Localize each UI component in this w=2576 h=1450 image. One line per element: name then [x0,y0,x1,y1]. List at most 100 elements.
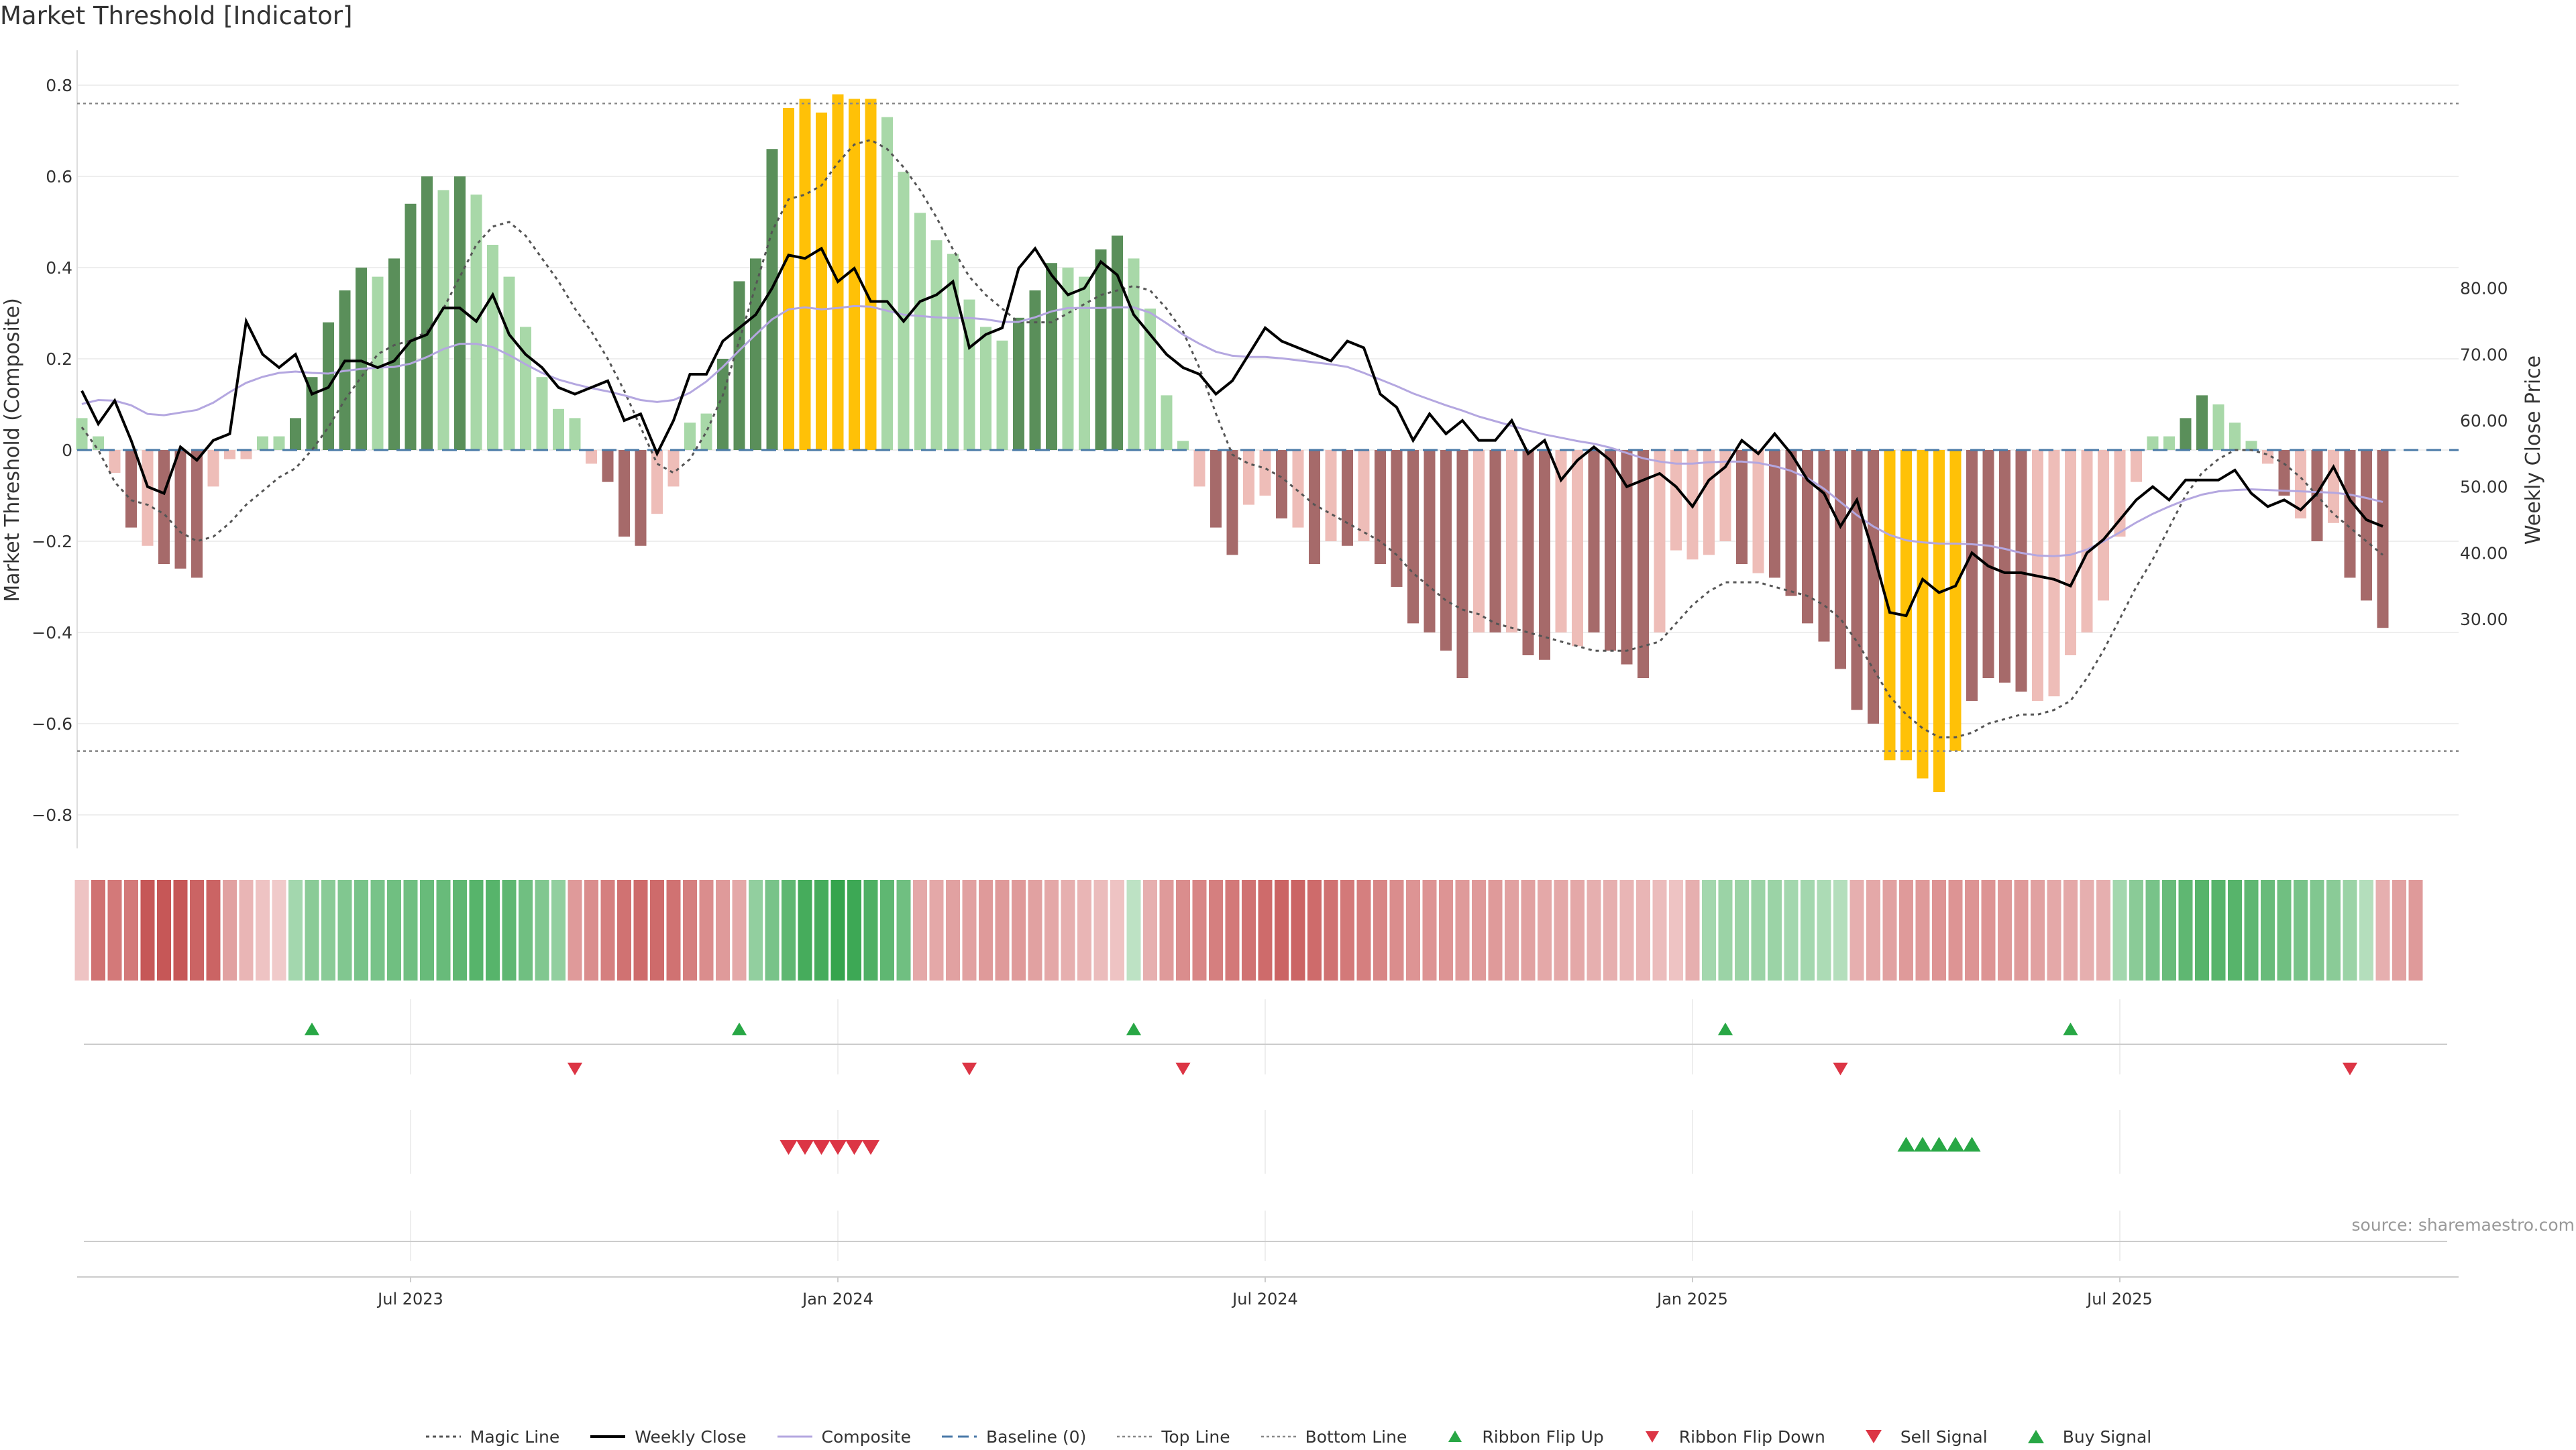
sell-signal-marker [780,1139,798,1156]
composite-bar [1112,235,1123,450]
composite-bar [1851,450,1863,710]
ribbon-cell [1735,880,1749,981]
x-tick-label: Jul 2024 [1231,1290,1298,1308]
ribbon-flip-down-marker [1833,1062,1848,1076]
y-right-tick-label: 30.00 [2460,610,2508,629]
ribbon-cell [1866,880,1880,981]
magic-line [80,138,2383,738]
ribbon-cell [1751,880,1766,981]
ribbon-cell [2261,880,2275,981]
composite-bar [1489,450,1501,632]
ribbon-cell [1817,880,1831,981]
x-tick-label: Jul 2023 [376,1290,443,1308]
ribbon-cell [946,880,960,981]
composite-bar [1703,450,1715,555]
y-tick-label: 0.6 [46,167,72,186]
composite-bar [1605,450,1616,651]
ribbon-cell [666,880,681,981]
ribbon-cell [1324,880,1338,981]
composite-bar [174,450,186,569]
composite-bar [651,450,663,514]
green-triangle-up-icon [2017,1429,2055,1445]
composite-bar [1769,450,1780,578]
composite-bar [356,268,367,450]
composite-bar [1095,249,1107,450]
ribbon-cell [1192,880,1207,981]
ribbon-cell [2145,880,2160,981]
ribbon-cell [436,880,451,981]
x-tick-label: Jan 2025 [1656,1290,1728,1308]
composite-bar [421,176,433,450]
y-right-tick-label: 40.00 [2460,543,2508,563]
ribbon-cell [1389,880,1404,981]
ribbon-cell [370,880,385,981]
ribbon-cell [699,880,714,981]
ribbon-cell [272,880,286,981]
ribbon-flip-up-marker [305,1022,319,1036]
composite-bar [2098,450,2109,601]
composite-bar [881,117,893,450]
ribbon-cell [1209,880,1223,981]
ribbon-cell [1505,880,1519,981]
ribbon-cell [1570,880,1585,981]
composite-bar [1391,450,1403,587]
ribbon-cell [2244,880,2259,981]
ribbon-cell [782,880,796,981]
y-right-tick-label: 50.00 [2460,478,2508,497]
ribbon-cell [1718,880,1733,981]
ribbon-cell [1669,880,1683,981]
composite-bar [2278,450,2290,496]
ribbon-cell [633,880,648,981]
composite-bar [2065,450,2076,655]
composite-bar [1752,450,1764,573]
legend-label: Top Line [1161,1427,1230,1447]
composite-bar [1999,450,2010,683]
composite-bar [849,99,860,450]
ribbon-cell [1981,880,1996,981]
x-tick-label: Jul 2025 [2086,1290,2153,1308]
ribbon-flip-down-marker [1175,1062,1191,1076]
ribbon-cell [1012,880,1026,981]
ribbon-cell [1225,880,1240,981]
weekly-close-line [80,246,2383,618]
composite-bar [93,436,104,450]
ribbon-cell [2228,880,2242,981]
legend-label: Composite [821,1427,911,1447]
ribbon-cell [732,880,747,981]
ribbon-cell [206,880,221,981]
composite-bar [1473,450,1485,632]
composite-bar [207,450,219,487]
composite-bar [454,176,466,450]
composite-bar [2081,450,2093,632]
composite-bar [1259,450,1271,496]
composite-bar [1013,317,1024,450]
ribbon-cell [929,880,944,981]
y-tick-label: 0.8 [46,76,72,95]
legend: Magic Line Weekly Close Composite Baseline … [0,1423,2576,1450]
ribbon-cell [2408,880,2423,981]
dotted-line-icon [425,1429,462,1445]
ribbon-cell [157,880,171,981]
composite-bar [2245,441,2257,450]
ribbon-cell [1833,880,1847,981]
ribbon-cell [486,880,500,981]
composite-bar [1029,290,1041,450]
ribbon-cell [387,880,401,981]
composite-bar [898,172,910,450]
ribbon-cell [535,880,549,981]
composite-bar [1802,450,1813,624]
composite-bar [1949,450,1962,751]
composite-bar [799,99,811,450]
composite-bar [1982,450,1994,678]
y-tick-label: −0.8 [32,805,72,825]
ribbon-cell [2063,880,2078,981]
composite-bar [2180,418,2192,450]
ribbon-cell [2096,880,2110,981]
composite-bar [1638,450,1649,678]
ribbon-cell [420,880,434,981]
ribbon-flip-down-marker [568,1062,582,1076]
ribbon-cell [1948,880,1963,981]
ribbon-cell [1768,880,1782,981]
composite-bar [980,327,991,450]
ribbon-cell [1455,880,1470,981]
